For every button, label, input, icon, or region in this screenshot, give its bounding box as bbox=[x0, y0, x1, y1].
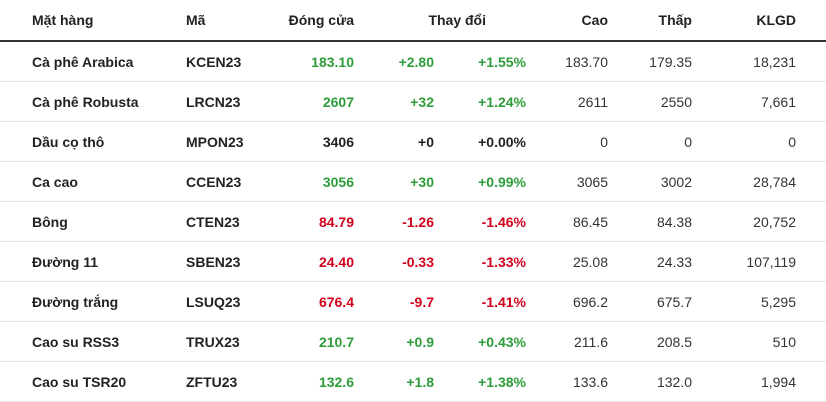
price-change: -1.26 bbox=[354, 201, 434, 242]
commodity-code: LRCN23 bbox=[186, 81, 270, 122]
header-name[interactable]: Mặt hàng bbox=[0, 0, 186, 42]
table-row[interactable]: Đường trắng LSUQ23 676.4 -9.7 -1.41% 696… bbox=[0, 281, 826, 322]
header-low[interactable]: Thấp bbox=[608, 0, 692, 42]
header-volume[interactable]: KLGD bbox=[692, 0, 826, 42]
trade-volume: 18,231 bbox=[692, 41, 826, 82]
table-row[interactable]: Dầu cọ thô MPON23 3406 +0 +0.00% 0 0 0 bbox=[0, 121, 826, 162]
commodity-name[interactable]: Cao su TSR20 bbox=[0, 361, 186, 402]
percent-change: +1.24% bbox=[434, 81, 526, 122]
percent-change: -1.41% bbox=[434, 281, 526, 322]
price-change: +2.80 bbox=[354, 41, 434, 82]
close-price: 3056 bbox=[270, 161, 354, 202]
close-price: 84.79 bbox=[270, 201, 354, 242]
close-price: 183.10 bbox=[270, 41, 354, 82]
commodity-code: LSUQ23 bbox=[186, 281, 270, 322]
commodity-name[interactable]: Cà phê Arabica bbox=[0, 41, 186, 82]
table-row[interactable]: Bông CTEN23 84.79 -1.26 -1.46% 86.45 84.… bbox=[0, 201, 826, 242]
price-change: -0.33 bbox=[354, 241, 434, 282]
header-row: Mặt hàng Mã Đóng cửa Thay đổi Cao Thấp K… bbox=[0, 0, 826, 42]
commodity-code: KCEN23 bbox=[186, 41, 270, 82]
close-price: 132.6 bbox=[270, 361, 354, 402]
percent-change: +0.43% bbox=[434, 321, 526, 362]
price-change: +30 bbox=[354, 161, 434, 202]
trade-volume: 20,752 bbox=[692, 201, 826, 242]
header-close[interactable]: Đóng cửa bbox=[270, 0, 354, 42]
high-price: 86.45 bbox=[526, 201, 608, 242]
close-price: 3406 bbox=[270, 121, 354, 162]
high-price: 133.6 bbox=[526, 361, 608, 402]
low-price: 3002 bbox=[608, 161, 692, 202]
close-price: 2607 bbox=[270, 81, 354, 122]
header-change[interactable]: Thay đổi bbox=[354, 0, 526, 42]
commodity-name[interactable]: Cao su RSS3 bbox=[0, 321, 186, 362]
commodity-name[interactable]: Đường trắng bbox=[0, 281, 186, 322]
header-high[interactable]: Cao bbox=[526, 0, 608, 42]
commodity-code: MPON23 bbox=[186, 121, 270, 162]
trade-volume: 1,994 bbox=[692, 361, 826, 402]
percent-change: +1.38% bbox=[434, 361, 526, 402]
high-price: 211.6 bbox=[526, 321, 608, 362]
trade-volume: 28,784 bbox=[692, 161, 826, 202]
low-price: 179.35 bbox=[608, 41, 692, 82]
commodity-name[interactable]: Cà phê Robusta bbox=[0, 81, 186, 122]
high-price: 25.08 bbox=[526, 241, 608, 282]
commodity-code: SBEN23 bbox=[186, 241, 270, 282]
high-price: 2611 bbox=[526, 81, 608, 122]
price-change: +1.8 bbox=[354, 361, 434, 402]
percent-change: +0.00% bbox=[434, 121, 526, 162]
trade-volume: 510 bbox=[692, 321, 826, 362]
close-price: 210.7 bbox=[270, 321, 354, 362]
low-price: 24.33 bbox=[608, 241, 692, 282]
low-price: 84.38 bbox=[608, 201, 692, 242]
trade-volume: 7,661 bbox=[692, 81, 826, 122]
high-price: 3065 bbox=[526, 161, 608, 202]
close-price: 676.4 bbox=[270, 281, 354, 322]
commodity-name[interactable]: Đường 11 bbox=[0, 241, 186, 282]
price-change: +32 bbox=[354, 81, 434, 122]
percent-change: -1.33% bbox=[434, 241, 526, 282]
price-change: +0 bbox=[354, 121, 434, 162]
table-row[interactable]: Cà phê Arabica KCEN23 183.10 +2.80 +1.55… bbox=[0, 41, 826, 82]
table-row[interactable]: Cà phê Robusta LRCN23 2607 +32 +1.24% 26… bbox=[0, 81, 826, 122]
table-body: Cà phê Arabica KCEN23 183.10 +2.80 +1.55… bbox=[0, 41, 826, 402]
commodity-code: CCEN23 bbox=[186, 161, 270, 202]
commodity-code: TRUX23 bbox=[186, 321, 270, 362]
trade-volume: 5,295 bbox=[692, 281, 826, 322]
low-price: 2550 bbox=[608, 81, 692, 122]
price-change: +0.9 bbox=[354, 321, 434, 362]
table-row[interactable]: Cao su TSR20 ZFTU23 132.6 +1.8 +1.38% 13… bbox=[0, 361, 826, 402]
low-price: 208.5 bbox=[608, 321, 692, 362]
table-row[interactable]: Cao su RSS3 TRUX23 210.7 +0.9 +0.43% 211… bbox=[0, 321, 826, 362]
high-price: 696.2 bbox=[526, 281, 608, 322]
percent-change: +0.99% bbox=[434, 161, 526, 202]
low-price: 675.7 bbox=[608, 281, 692, 322]
trade-volume: 107,119 bbox=[692, 241, 826, 282]
low-price: 132.0 bbox=[608, 361, 692, 402]
commodity-name[interactable]: Dầu cọ thô bbox=[0, 121, 186, 162]
price-change: -9.7 bbox=[354, 281, 434, 322]
percent-change: +1.55% bbox=[434, 41, 526, 82]
header-code[interactable]: Mã bbox=[186, 0, 270, 42]
percent-change: -1.46% bbox=[434, 201, 526, 242]
high-price: 183.70 bbox=[526, 41, 608, 82]
table-header: Mặt hàng Mã Đóng cửa Thay đổi Cao Thấp K… bbox=[0, 0, 826, 42]
close-price: 24.40 bbox=[270, 241, 354, 282]
commodity-code: CTEN23 bbox=[186, 201, 270, 242]
trade-volume: 0 bbox=[692, 121, 826, 162]
commodity-name[interactable]: Bông bbox=[0, 201, 186, 242]
low-price: 0 bbox=[608, 121, 692, 162]
commodity-code: ZFTU23 bbox=[186, 361, 270, 402]
table-row[interactable]: Đường 11 SBEN23 24.40 -0.33 -1.33% 25.08… bbox=[0, 241, 826, 282]
commodity-name[interactable]: Ca cao bbox=[0, 161, 186, 202]
table-row[interactable]: Ca cao CCEN23 3056 +30 +0.99% 3065 3002 … bbox=[0, 161, 826, 202]
high-price: 0 bbox=[526, 121, 608, 162]
